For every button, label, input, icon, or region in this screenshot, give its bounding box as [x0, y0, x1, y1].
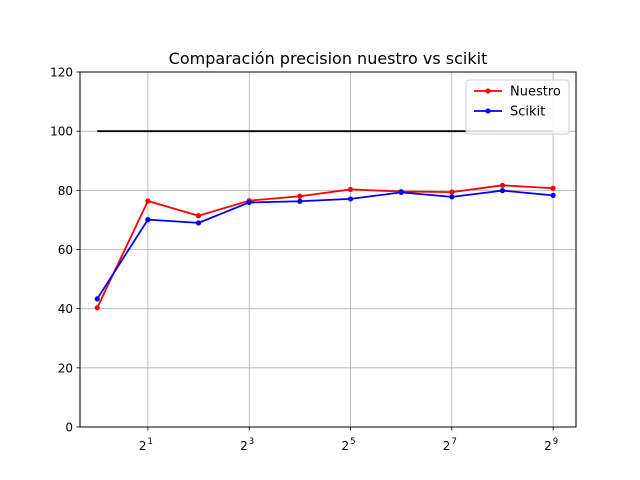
data-point: [145, 217, 151, 223]
axes: 0 20 40 60 80 100 120 21 23 25 27 29: [50, 66, 558, 454]
y-tick-label: 120: [50, 66, 73, 80]
data-point: [398, 189, 404, 196]
data-point: [297, 198, 303, 204]
legend: Nuestro Scikit: [465, 79, 570, 135]
y-tick-label: 80: [58, 184, 73, 198]
data-point: [195, 220, 202, 226]
data-point: [246, 199, 252, 206]
data-point: [550, 192, 556, 198]
x-tick-label: 21: [139, 437, 153, 453]
series-line-0: [96, 184, 554, 309]
data-point: [550, 185, 556, 191]
x-tick-label: 25: [341, 437, 355, 453]
x-tick-label: 29: [544, 437, 558, 453]
data-point: [94, 296, 100, 302]
y-tick-label: 100: [50, 125, 73, 139]
series-layer: [94, 130, 556, 311]
data-point: [195, 213, 202, 219]
y-tick-label: 60: [58, 243, 73, 257]
data-point: [449, 189, 455, 195]
data-point: [499, 182, 506, 188]
legend-marker: [485, 108, 491, 114]
legend-label: Scikit: [510, 105, 545, 120]
y-tick-label: 20: [58, 361, 73, 375]
series-line-1: [96, 189, 554, 300]
data-point: [347, 196, 354, 202]
y-tick-label: 40: [58, 302, 73, 316]
data-point: [94, 305, 100, 311]
data-point: [347, 186, 354, 193]
data-point: [499, 188, 506, 194]
legend-label: Nuestro: [510, 85, 561, 100]
chart-title: Comparación precision nuestro vs scikit: [169, 49, 488, 68]
data-point: [449, 194, 455, 200]
legend-box: [465, 79, 570, 135]
data-point: [145, 198, 151, 204]
x-tick-label: 23: [240, 437, 254, 453]
legend-marker: [485, 88, 491, 94]
x-tick-label: 27: [443, 437, 457, 453]
y-tick-label: 0: [65, 421, 73, 435]
data-point: [297, 193, 303, 199]
